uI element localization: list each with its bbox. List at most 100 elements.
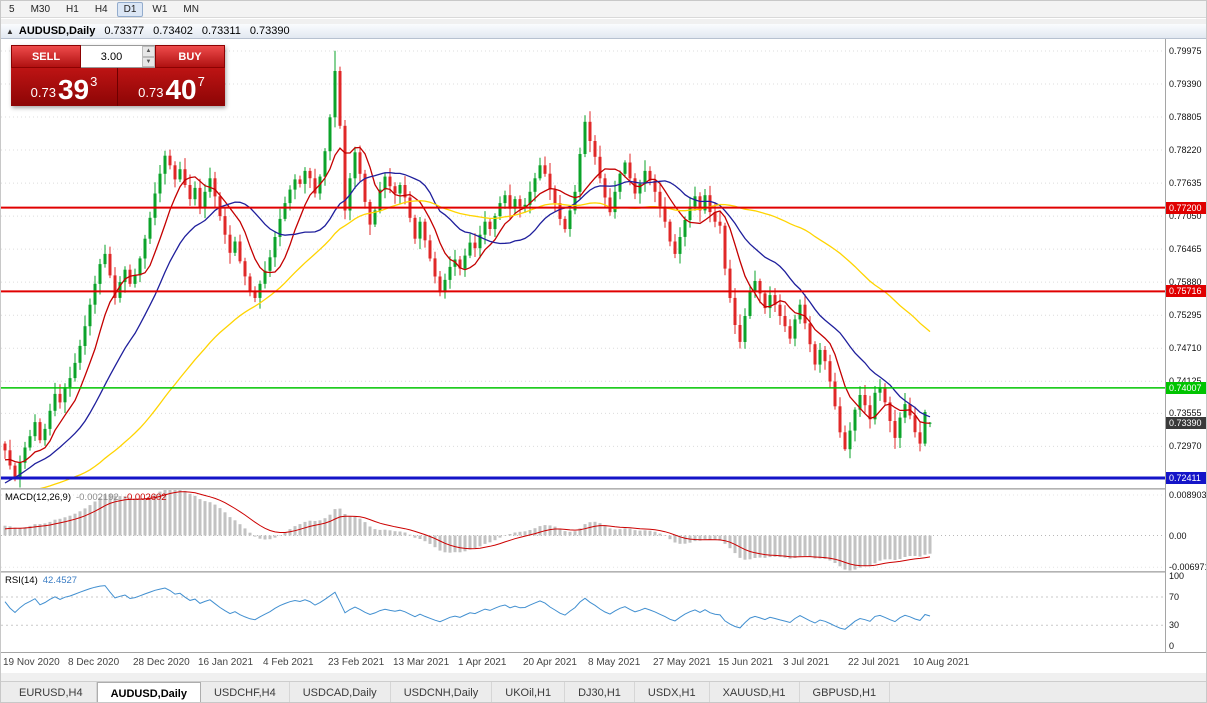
date-label: 3 Jul 2021: [783, 657, 830, 668]
chart-tab-eurusd[interactable]: EURUSD,H4: [6, 682, 97, 702]
one-click-trading-panel: SELL 3.00 ▲ ▼ BUY 0.73 39 3 0.73 40 7: [11, 45, 225, 106]
timeframe-button-5[interactable]: 5: [9, 3, 15, 15]
date-label: 13 Mar 2021: [393, 657, 450, 668]
rsi-axis-label: 30: [1169, 620, 1180, 630]
date-label: 16 Jan 2021: [198, 657, 254, 668]
macd-main-value: -0.002192: [76, 492, 119, 503]
date-label: 4 Feb 2021: [263, 657, 314, 668]
date-label: 8 Dec 2020: [68, 657, 120, 668]
rsi-name: RSI(14): [5, 575, 38, 586]
timeframe-button-h4[interactable]: H4: [94, 3, 108, 15]
price-axis[interactable]: 0.79975 0.79390 0.78805 0.78220 0.77635 0.770…: [1165, 39, 1207, 652]
ask-price-prefix: 0.73: [138, 85, 164, 100]
price-tick: 0.77635: [1169, 178, 1202, 188]
price-tick: 0.77050: [1169, 211, 1202, 221]
timeframe-button-m30[interactable]: M30: [30, 3, 51, 15]
ohlc-open: 0.73377: [104, 25, 145, 37]
chart-tab-bar: EURUSD,H4 AUDUSD,Daily USDCHF,H4 USDCAD,Dai…: [1, 681, 1206, 702]
price-tick: 0.75880: [1169, 277, 1202, 287]
volume-down-icon[interactable]: ▼: [142, 56, 155, 67]
price-tag: 0.75716: [1166, 285, 1206, 297]
chart-tab-usdx[interactable]: USDX,H1: [635, 682, 710, 702]
rsi-label: RSI(14) 42.4527: [5, 575, 77, 586]
toolbar-gap: [1, 19, 1206, 24]
price-tag: 0.73390: [1166, 417, 1206, 429]
price-tick: 0.79975: [1169, 46, 1202, 56]
volume-up-icon[interactable]: ▲: [142, 46, 155, 57]
bid-price-display[interactable]: 0.73 39 3: [11, 68, 118, 106]
macd-axis-label: 0.00: [1169, 531, 1187, 541]
price-tick: 0.74125: [1169, 376, 1202, 386]
price-tick: 0.72970: [1169, 441, 1202, 451]
rsi-value: 42.4527: [42, 575, 78, 586]
macd-axis-label: -0.006971: [1169, 562, 1207, 572]
price-tag: 0.72411: [1166, 472, 1206, 484]
date-label: 8 May 2021: [588, 657, 641, 668]
price-tag: 0.74007: [1166, 382, 1206, 394]
volume-control: 3.00 ▲ ▼: [81, 45, 155, 68]
date-label: 15 Jun 2021: [718, 657, 774, 668]
chart-tab-usdchf[interactable]: USDCHF,H4: [201, 682, 290, 702]
price-tick: 0.78805: [1169, 112, 1202, 122]
chart-symbol-period: AUDUSD,Daily: [18, 25, 96, 37]
macd-chart-canvas[interactable]: [1, 490, 1165, 571]
timeframe-button-d1[interactable]: D1: [116, 1, 144, 17]
timeframe-button-w1[interactable]: W1: [152, 3, 168, 15]
bottom-strip: [1, 673, 1206, 681]
date-label: 19 Nov 2020: [3, 657, 60, 668]
date-axis[interactable]: 19 Nov 2020 8 Dec 2020 28 Dec 2020 16 Jan 2…: [1, 652, 1206, 673]
timeframe-toolbar: 5 M30 H1 H4 D1 W1 MN: [1, 1, 1206, 18]
date-label: 10 Aug 2021: [913, 657, 970, 668]
date-label: 22 Jul 2021: [848, 657, 900, 668]
chart-tab-dj30[interactable]: DJ30,H1: [565, 682, 635, 702]
macd-name: MACD(12,26,9): [5, 492, 71, 503]
date-label: 20 Apr 2021: [523, 657, 577, 668]
macd-signal-value: -0.002602: [123, 492, 167, 503]
date-label: 28 Dec 2020: [133, 657, 190, 668]
chart-tab-ukoil[interactable]: UKOil,H1: [492, 682, 566, 702]
chart-tab-audusd[interactable]: AUDUSD,Daily: [96, 682, 201, 702]
chart-tab-xauusd[interactable]: XAUUSD,H1: [710, 682, 800, 702]
chart-window-icon: ▲: [6, 26, 14, 36]
buy-button[interactable]: BUY: [155, 45, 225, 68]
bid-price-sup: 3: [90, 74, 98, 89]
price-tick: 0.74710: [1169, 343, 1202, 353]
ohlc-low: 0.73311: [201, 25, 241, 37]
panel-splitter-macd[interactable]: [1, 488, 1206, 490]
price-tick: 0.78220: [1169, 145, 1202, 155]
sell-button[interactable]: SELL: [11, 45, 81, 68]
macd-axis-label: 0.008903: [1169, 490, 1207, 500]
price-tick: 0.76465: [1169, 244, 1202, 254]
chart-tab-gbpusd[interactable]: GBPUSD,H1: [800, 682, 891, 702]
rsi-panel[interactable]: RSI(14) 42.4527: [1, 573, 1165, 652]
date-label: 23 Feb 2021: [328, 657, 385, 668]
candlestick-chart-canvas[interactable]: [1, 39, 1165, 488]
rsi-chart-canvas[interactable]: [1, 573, 1165, 652]
price-tick: 0.79390: [1169, 79, 1202, 89]
ask-price-sup: 7: [197, 74, 205, 89]
main-price-chart[interactable]: [1, 39, 1165, 488]
ohlc-close: 0.73390: [249, 25, 290, 37]
price-tick: 0.75295: [1169, 310, 1202, 320]
date-label: 27 May 2021: [653, 657, 711, 668]
bid-price-big: 39: [57, 74, 90, 105]
chart-titlebar: ▲ AUDUSD,Daily 0.73377 0.73402 0.73311 0…: [1, 24, 1206, 39]
rsi-axis-label: 0: [1169, 641, 1175, 651]
bid-price-prefix: 0.73: [30, 85, 56, 100]
volume-input[interactable]: 3.00: [100, 50, 123, 63]
ask-price-display[interactable]: 0.73 40 7: [118, 68, 225, 106]
ohlc-high: 0.73402: [153, 25, 193, 37]
rsi-axis-label: 100: [1169, 571, 1185, 581]
price-tick: 0.73555: [1169, 408, 1202, 418]
timeframe-button-h1[interactable]: H1: [66, 3, 79, 15]
date-label: 1 Apr 2021: [458, 657, 507, 668]
chart-tab-usdcnh[interactable]: USDCNH,Daily: [391, 682, 493, 702]
macd-label: MACD(12,26,9) -0.002192 -0.002602: [5, 492, 167, 503]
timeframe-button-mn[interactable]: MN: [183, 3, 199, 15]
macd-panel[interactable]: MACD(12,26,9) -0.002192 -0.002602: [1, 490, 1165, 571]
chart-tab-usdcad[interactable]: USDCAD,Daily: [290, 682, 391, 702]
price-tag: 0.77200: [1166, 202, 1206, 214]
rsi-axis-label: 70: [1169, 592, 1180, 602]
panel-splitter-rsi[interactable]: [1, 571, 1206, 573]
